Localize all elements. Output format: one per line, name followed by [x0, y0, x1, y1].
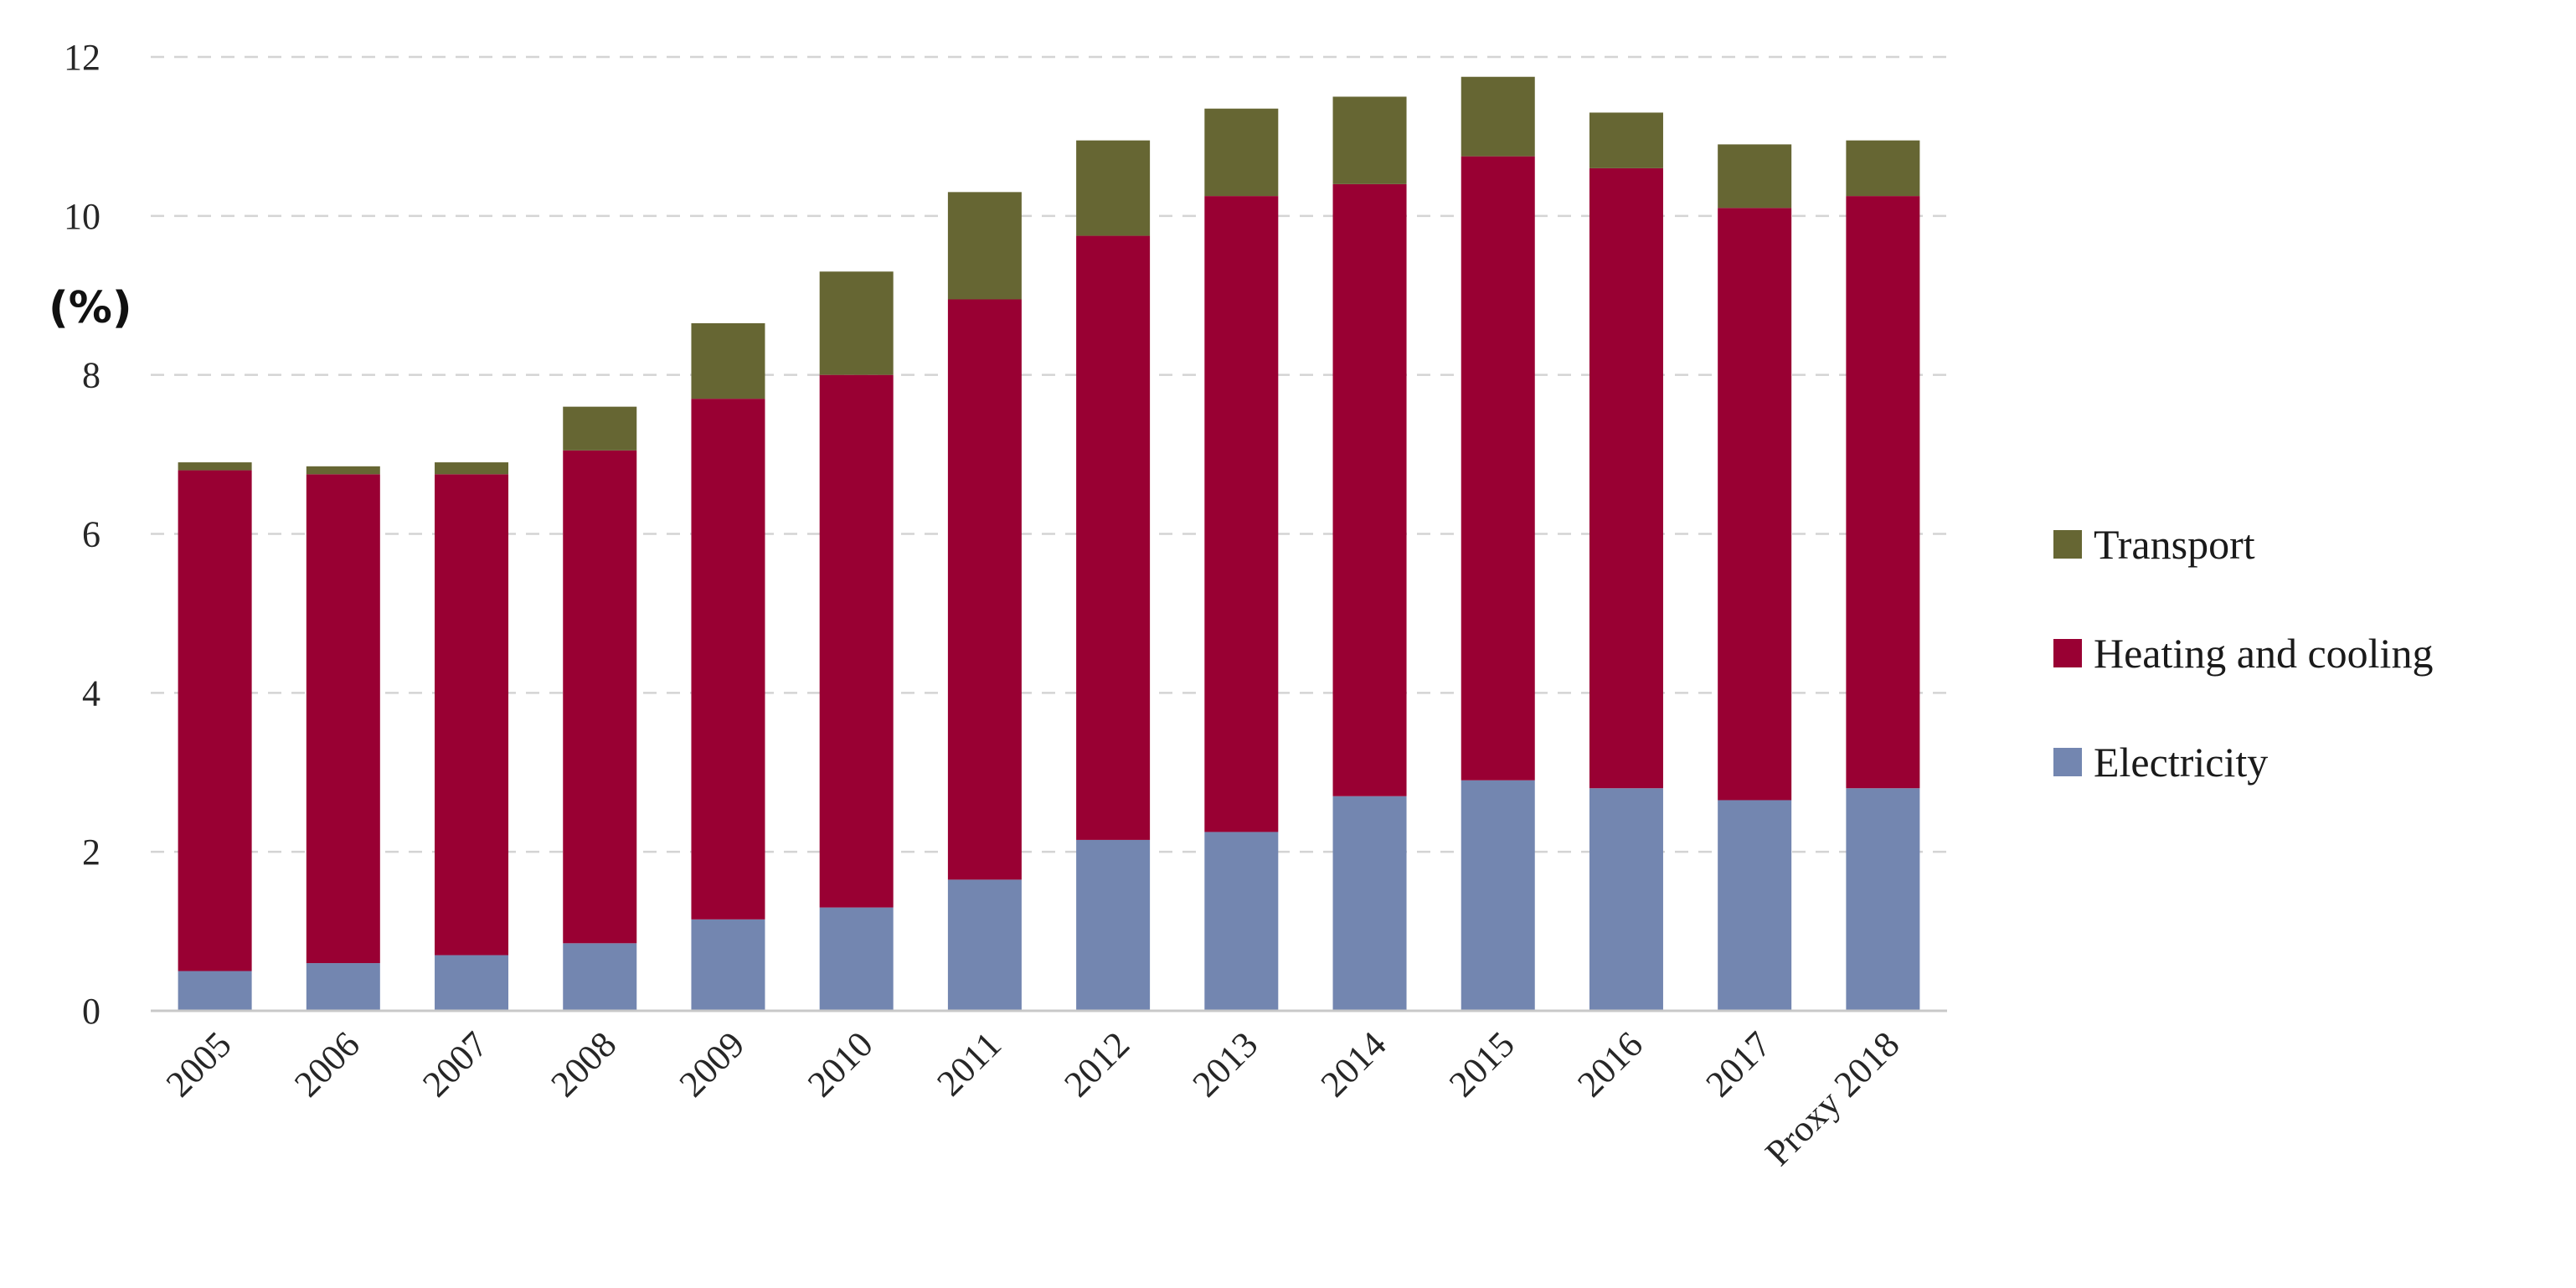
bar-heating-and-cooling-2008	[563, 450, 637, 944]
y-tick-label: 10	[64, 196, 100, 237]
bar-electricity-2005	[178, 971, 252, 1011]
x-tick-label: 2013	[1185, 1023, 1266, 1105]
x-tick-label: 2011	[929, 1023, 1009, 1104]
bar-transport-2009	[691, 322, 765, 399]
legend-label-heating-and-cooling: Heating and cooling	[2094, 630, 2433, 677]
y-tick-label: 6	[82, 514, 100, 555]
x-tick-label: 2012	[1056, 1023, 1137, 1105]
x-tick-label: 2008	[543, 1023, 624, 1105]
y-axis-label: (%)	[49, 283, 132, 333]
legend: Transport Heating and cooling Electricity	[2053, 521, 2433, 786]
bar-transport-2007	[435, 462, 509, 475]
bar-heating-and-cooling-2010	[819, 374, 894, 908]
bar-heating-and-cooling-2012	[1076, 235, 1151, 840]
bar-transport-2014	[1332, 96, 1407, 184]
bar-transport-2012	[1076, 140, 1151, 236]
bar-transport-proxy-2018	[1846, 140, 1920, 197]
legend-label-electricity: Electricity	[2094, 739, 2268, 786]
y-tick-label: 8	[82, 355, 100, 396]
bar-heating-and-cooling-2009	[691, 399, 765, 920]
bar-heating-and-cooling-2006	[306, 474, 380, 964]
gridlines	[151, 55, 1947, 853]
bar-electricity-2009	[691, 919, 765, 1011]
bar-electricity-2011	[947, 879, 1022, 1011]
bar-electricity-2012	[1076, 839, 1151, 1011]
bar-heating-and-cooling-2007	[435, 474, 509, 956]
bar-heating-and-cooling-2005	[178, 470, 252, 971]
bar-electricity-2015	[1461, 780, 1535, 1011]
y-tick-label: 2	[82, 832, 100, 873]
x-tick-label: 2014	[1313, 1023, 1394, 1105]
legend-swatch-transport	[2053, 530, 2082, 559]
x-tick-label: 2010	[800, 1023, 881, 1105]
bar-heating-and-cooling-2011	[947, 299, 1022, 880]
bar-transport-2008	[563, 406, 637, 451]
x-tick-label: 2007	[415, 1023, 496, 1105]
bar-electricity-2008	[563, 943, 637, 1011]
bar-heating-and-cooling-2015	[1461, 156, 1535, 781]
x-axis-ticks: 2005 2006 2007 2008 2009 2010 2011 2012 2013 2014…	[158, 1023, 1908, 1173]
x-tick-label: 2016	[1569, 1023, 1651, 1105]
bar-electricity-2010	[819, 907, 894, 1011]
legend-swatch-heating-and-cooling	[2053, 639, 2082, 667]
y-axis-ticks: 0 2 4 6 8 10 12	[64, 37, 100, 1032]
x-tick-label: 2009	[672, 1023, 753, 1105]
bar-transport-2010	[819, 271, 894, 375]
y-tick-label: 0	[82, 991, 100, 1032]
bar-electricity-2006	[306, 963, 380, 1011]
bars	[178, 76, 1920, 1011]
bar-electricity-2014	[1332, 796, 1407, 1011]
bar-heating-and-cooling-2017	[1718, 208, 1792, 801]
bar-electricity-2007	[435, 955, 509, 1011]
bar-transport-2015	[1461, 76, 1535, 157]
bar-transport-2005	[178, 462, 252, 471]
x-tick-label: 2005	[158, 1023, 240, 1105]
bar-heating-and-cooling-2014	[1332, 183, 1407, 796]
bar-transport-2016	[1589, 112, 1663, 168]
bar-transport-2017	[1718, 144, 1792, 209]
bar-transport-2006	[306, 466, 380, 475]
bar-heating-and-cooling-2013	[1204, 196, 1279, 832]
bar-electricity-2016	[1589, 788, 1663, 1011]
y-tick-label: 4	[82, 672, 100, 714]
legend-swatch-electricity	[2053, 748, 2082, 776]
bar-transport-2013	[1204, 108, 1279, 197]
x-tick-label: 2015	[1441, 1023, 1522, 1105]
bar-electricity-2013	[1204, 832, 1279, 1011]
bar-heating-and-cooling-proxy-2018	[1846, 196, 1920, 789]
y-tick-label: 12	[64, 37, 100, 78]
x-tick-label: 2006	[286, 1023, 368, 1105]
legend-label-transport: Transport	[2094, 521, 2255, 568]
x-tick-label: 2017	[1698, 1023, 1779, 1105]
bar-transport-2011	[947, 192, 1022, 300]
bar-electricity-2017	[1718, 800, 1792, 1011]
x-tick-label: Proxy 2018	[1757, 1023, 1907, 1173]
bar-heating-and-cooling-2016	[1589, 167, 1663, 789]
bar-electricity-proxy-2018	[1846, 788, 1920, 1011]
